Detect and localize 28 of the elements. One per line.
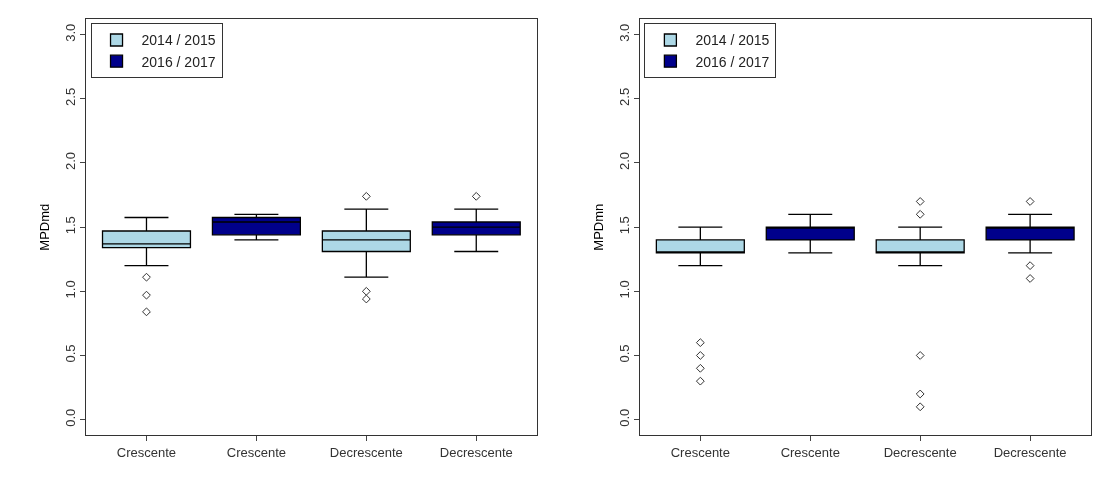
y-tick-label: 0.5 (616, 344, 632, 363)
y-axis-title: MPDmd (36, 203, 52, 251)
y-tick-label: 1.5 (62, 216, 78, 235)
x-tick-label: Crescente (670, 444, 730, 460)
legend-label: 2016 / 2017 (695, 53, 770, 70)
y-tick-label: 2.5 (616, 87, 632, 106)
y-tick-label: 0.5 (62, 344, 78, 363)
legend-label: 2014 / 2015 (141, 32, 216, 49)
legend-label: 2016 / 2017 (141, 53, 216, 70)
x-tick-label: Crescente (780, 444, 840, 460)
x-tick-label: Decrescente (329, 444, 403, 460)
legend-label: 2014 / 2015 (695, 32, 770, 49)
y-tick-label: 1.0 (616, 280, 632, 299)
y-axis-title: MPDmn (590, 203, 606, 251)
x-tick-label: Decrescente (439, 444, 513, 460)
x-tick-label: Crescente (226, 444, 287, 460)
y-tick-label: 0.0 (616, 408, 632, 427)
y-tick-label: 2.0 (62, 151, 78, 171)
y-tick-label: 2.0 (616, 151, 632, 171)
x-tick-label: Crescente (116, 444, 177, 460)
y-tick-label: 0.0 (62, 408, 78, 427)
x-tick-label: Decrescente (993, 444, 1067, 460)
y-tick-label: 3.0 (62, 23, 78, 42)
y-tick-label: 2.5 (62, 87, 78, 106)
x-tick-label: Decrescente (883, 444, 957, 460)
y-tick-label: 3.0 (616, 23, 632, 42)
y-tick-label: 1.5 (616, 216, 632, 235)
y-tick-label: 1.0 (62, 280, 78, 299)
